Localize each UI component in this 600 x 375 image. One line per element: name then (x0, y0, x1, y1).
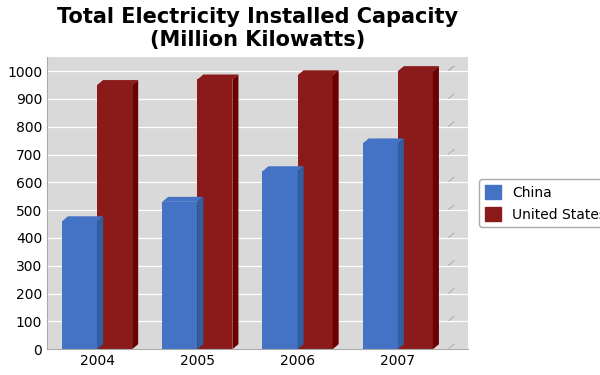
Polygon shape (197, 75, 238, 80)
Polygon shape (162, 197, 203, 202)
Polygon shape (363, 138, 404, 144)
Bar (262, 171, 298, 349)
Polygon shape (262, 166, 304, 171)
Polygon shape (298, 70, 338, 75)
Bar (197, 80, 232, 349)
Bar (62, 221, 97, 349)
Legend: China, United States: China, United States (479, 179, 600, 227)
Bar (162, 202, 197, 349)
Bar (298, 75, 332, 349)
Polygon shape (132, 80, 138, 349)
Polygon shape (232, 75, 238, 349)
Polygon shape (62, 216, 103, 221)
Polygon shape (197, 197, 203, 349)
Polygon shape (398, 138, 404, 349)
Bar (398, 71, 433, 349)
Polygon shape (97, 80, 138, 85)
Polygon shape (97, 216, 103, 349)
Bar (97, 85, 132, 349)
Polygon shape (433, 66, 439, 349)
Polygon shape (332, 70, 338, 349)
Polygon shape (298, 166, 304, 349)
Polygon shape (398, 66, 439, 71)
Bar (363, 144, 398, 349)
Title: Total Electricity Installed Capacity
(Million Kilowatts): Total Electricity Installed Capacity (Mi… (57, 7, 458, 50)
